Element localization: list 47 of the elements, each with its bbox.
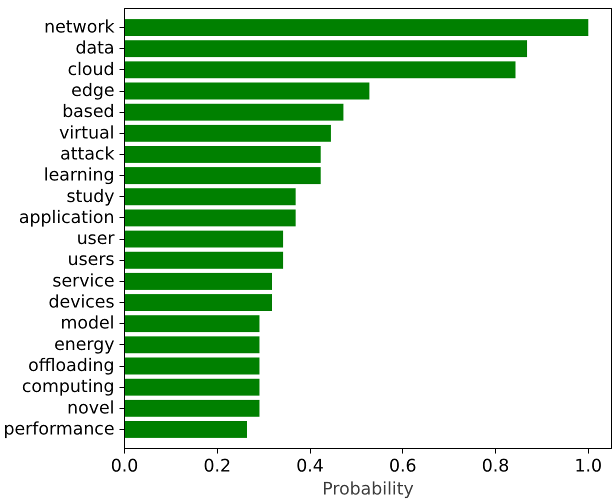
bar	[124, 209, 296, 226]
x-tick-label: 0.6	[389, 456, 417, 476]
y-tick-label: study	[66, 186, 115, 207]
x-tick-label: 0.0	[110, 456, 138, 476]
bar	[124, 61, 516, 78]
bar	[124, 358, 260, 374]
y-tick-label: based	[62, 102, 115, 122]
y-tick-label: energy	[54, 334, 115, 355]
bar	[124, 315, 260, 332]
bar	[124, 104, 344, 121]
bar	[124, 167, 321, 184]
bar	[124, 82, 370, 100]
bar	[124, 272, 272, 290]
bar	[124, 294, 272, 311]
x-axis-title: Probability	[322, 480, 414, 500]
x-tick-label: 0.8	[482, 456, 510, 476]
bar	[124, 124, 331, 142]
y-tick-label: data	[75, 38, 114, 59]
bar	[124, 421, 247, 438]
x-tick-label: 0.4	[296, 456, 324, 476]
y-tick-label: application	[18, 208, 115, 228]
x-tick-label: 1.0	[574, 456, 602, 476]
y-tick-label: edge	[71, 81, 115, 101]
y-tick-label: virtual	[59, 123, 115, 144]
y-tick-label: cloud	[68, 60, 115, 80]
y-tick-label: attack	[60, 144, 115, 164]
y-tick-label: performance	[4, 419, 115, 440]
bar	[124, 146, 321, 163]
y-tick-label: devices	[48, 292, 115, 313]
y-tick-label: service	[52, 271, 115, 292]
y-tick-label: model	[60, 314, 115, 334]
bar	[124, 230, 284, 248]
y-tick-label: novel	[67, 398, 115, 418]
bar	[124, 40, 528, 58]
bar	[124, 336, 260, 354]
y-tick-label: users	[68, 250, 115, 270]
y-tick-label: offloading	[28, 356, 115, 376]
bar	[124, 188, 296, 206]
bar	[124, 400, 260, 417]
bar	[124, 378, 260, 396]
y-tick-label: network	[44, 18, 115, 38]
y-tick-label: computing	[22, 377, 115, 398]
y-tick-label: user	[76, 229, 116, 250]
bar	[124, 252, 284, 269]
x-tick-label: 0.2	[203, 456, 232, 476]
y-tick-label: learning	[44, 166, 115, 186]
bar	[124, 19, 588, 36]
